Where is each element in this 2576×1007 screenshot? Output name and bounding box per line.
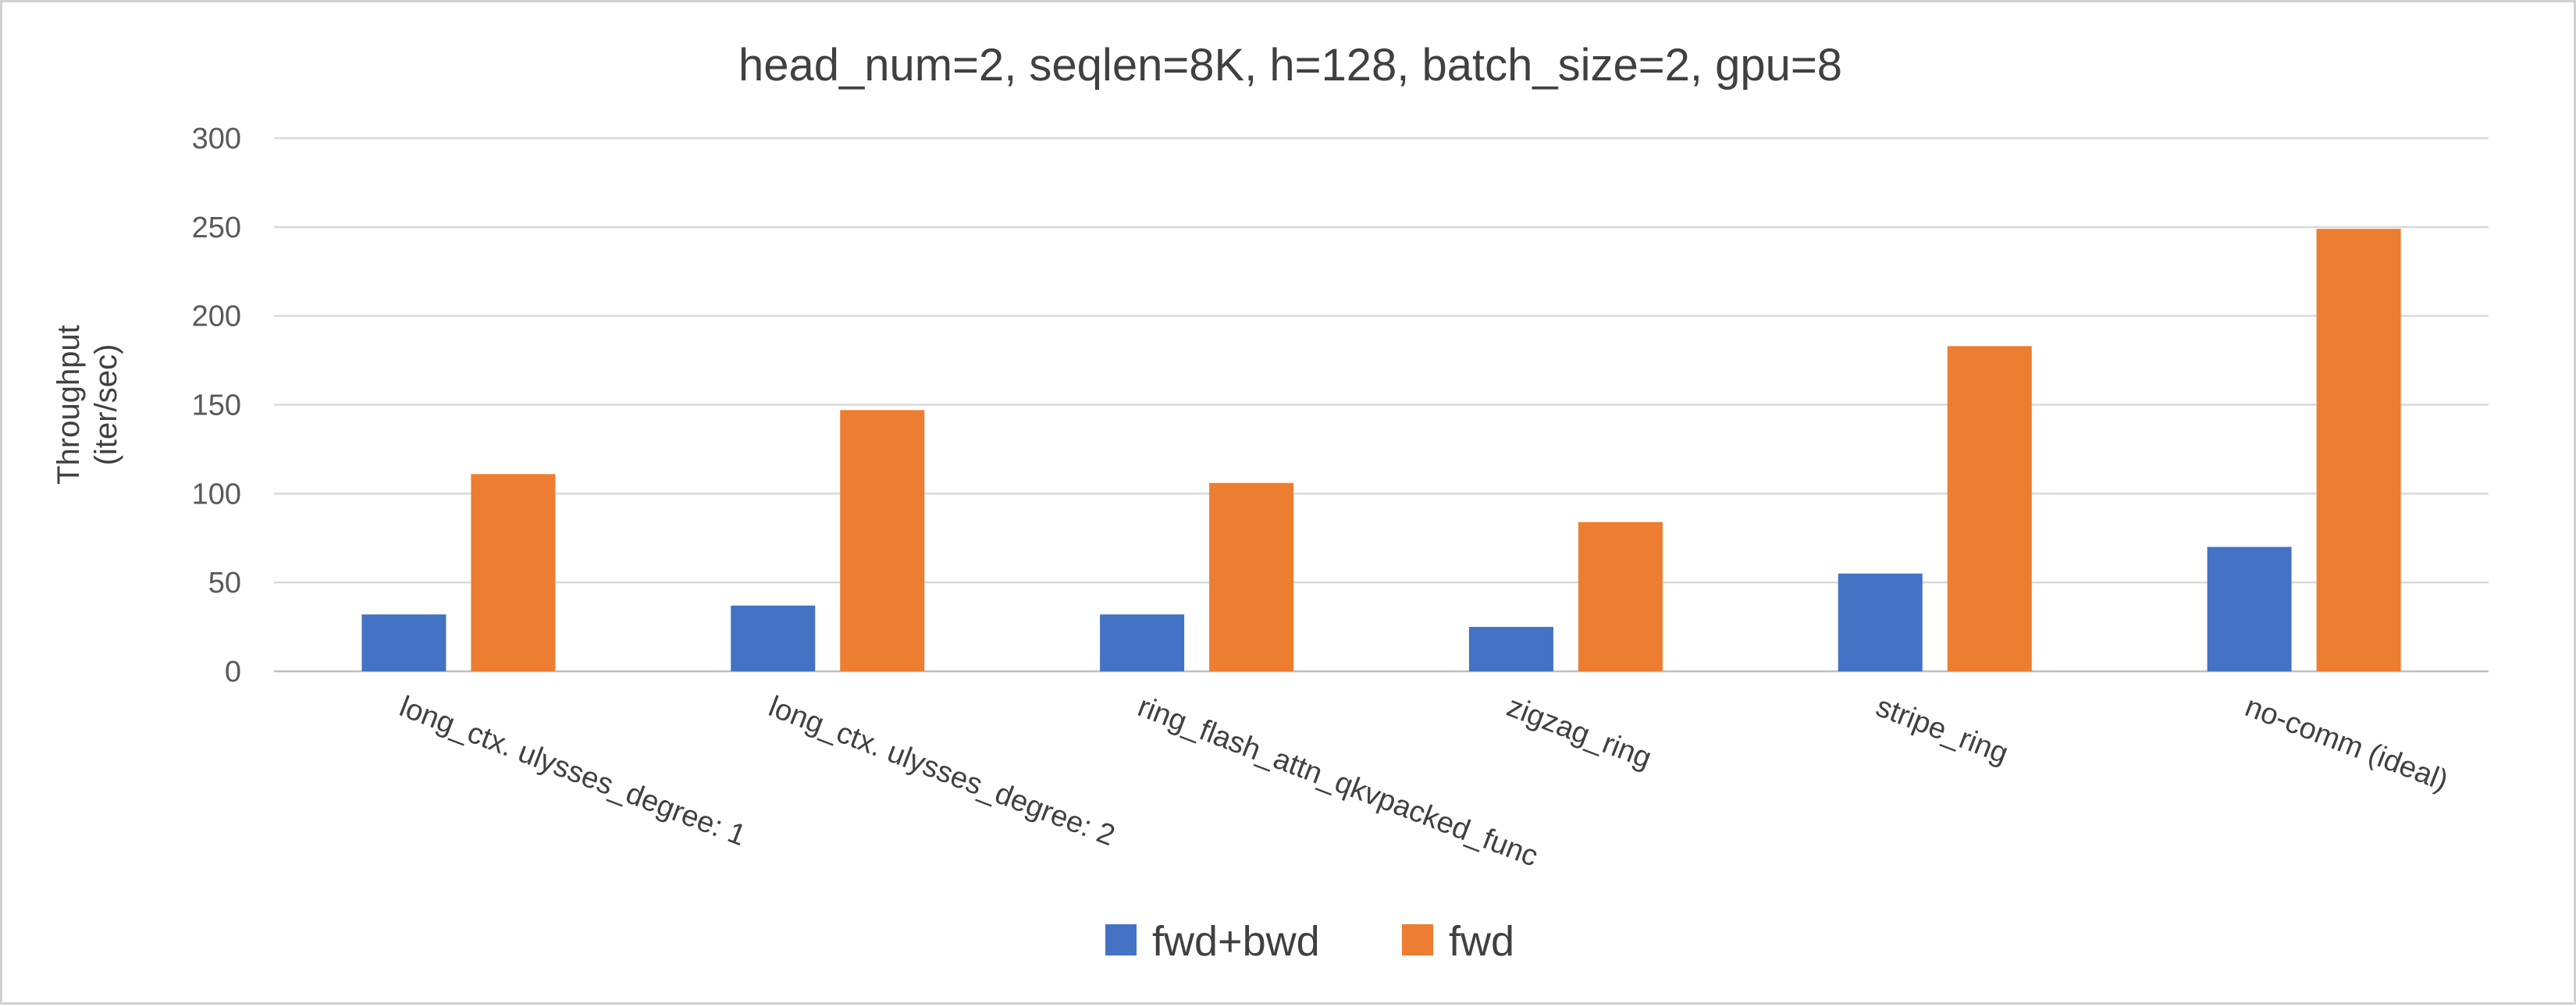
bar-fwd [1578, 521, 1663, 671]
legend: fwd+bwd fwd [1105, 918, 1514, 965]
bar-fwd-bwd [1468, 627, 1553, 671]
bar-fwd [2316, 229, 2401, 671]
x-category-label: stripe_ring [1872, 690, 2013, 770]
x-axis-category-labels: long_ctx. ulysses_degree: 1 long_ctx. uly… [395, 690, 2453, 874]
bar-fwd-bwd [1838, 573, 1923, 671]
x-category-label: zigzag_ring [1503, 690, 1656, 775]
y-tick-label: 0 [225, 656, 241, 689]
bar-fwd-bwd [2207, 546, 2292, 671]
bar-fwd [1209, 482, 1294, 671]
bar-fwd-bwd [1100, 614, 1185, 671]
x-category-label: no-comm (ideal) [2240, 690, 2452, 798]
y-tick-label: 300 [192, 123, 241, 155]
bar-fwd [840, 410, 925, 671]
legend-label: fwd [1449, 918, 1514, 965]
y-tick-label: 150 [192, 390, 241, 422]
bar-fwd [1947, 346, 2032, 671]
y-axis-tick-labels: 0 50 100 150 200 250 300 [192, 123, 241, 689]
bar-fwd-bwd [361, 614, 447, 671]
y-tick-label: 100 [192, 478, 241, 511]
y-tick-label: 250 [192, 212, 241, 244]
legend-label: fwd+bwd [1152, 918, 1320, 965]
y-axis-title-line: (iter/sec) [89, 344, 123, 466]
y-axis-title: Throughput (iter/sec) [52, 325, 123, 485]
y-axis-title-line: Throughput [52, 325, 86, 485]
x-category-label: long_ctx. ulysses_degree: 2 [764, 690, 1119, 852]
x-category-label: ring_flash_attn_qkvpacked_func [1133, 690, 1542, 874]
y-tick-label: 50 [208, 567, 241, 600]
bars [361, 229, 2401, 671]
legend-swatch [1105, 924, 1137, 955]
legend-swatch [1402, 924, 1433, 955]
bar-fwd [471, 474, 556, 671]
bar-fwd-bwd [731, 605, 816, 671]
y-tick-label: 200 [192, 301, 241, 333]
chart-title: head_num=2, seqlen=8K, h=128, batch_size… [738, 40, 1842, 91]
gridlines [274, 137, 2489, 673]
y-axis-title-text: Throughput (iter/sec) [52, 325, 123, 485]
x-category-label: long_ctx. ulysses_degree: 1 [395, 690, 750, 852]
